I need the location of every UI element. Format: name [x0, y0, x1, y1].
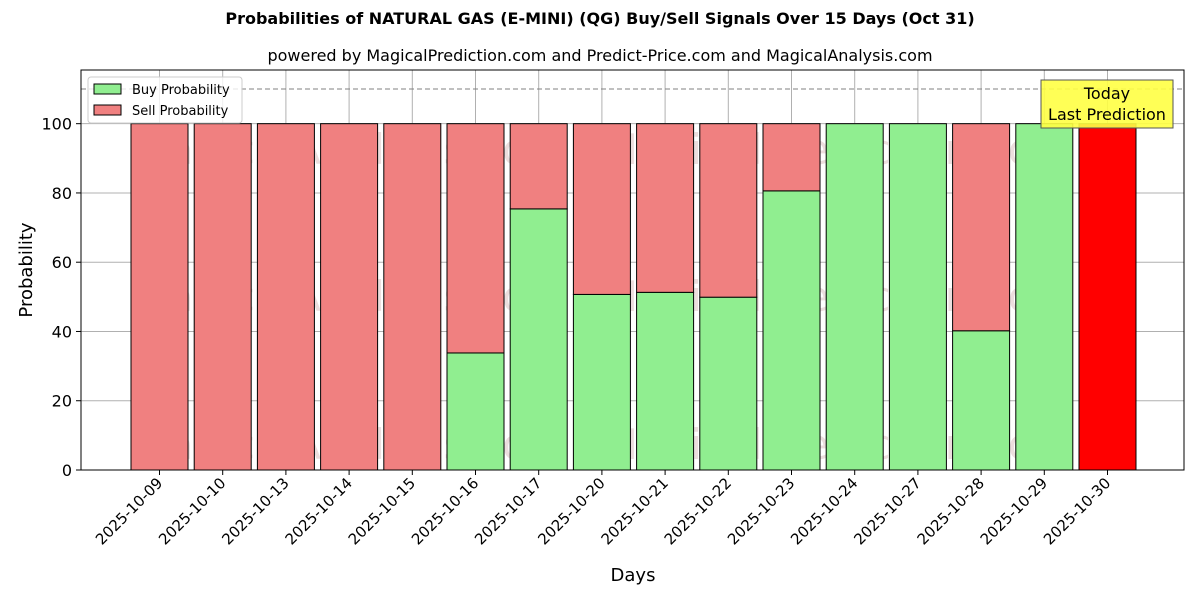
- bar-sell: [193, 123, 252, 471]
- legend-label-buy: Buy Probability: [132, 83, 230, 98]
- legend: Buy Probability Sell Probability: [87, 76, 243, 124]
- legend-box: [87, 76, 243, 124]
- x-tick-label: 2025-10-16: [408, 474, 482, 548]
- bar-buy: [572, 293, 631, 471]
- x-tick-label: 2025-10-10: [155, 474, 229, 548]
- bar-buy: [888, 123, 947, 471]
- x-tick-label: 2025-10-23: [724, 474, 798, 548]
- y-tick-label: 80: [52, 184, 72, 203]
- bar-sell: [320, 123, 379, 471]
- x-tick-label: 2025-10-14: [282, 474, 356, 548]
- bar-today: [1078, 123, 1137, 471]
- bar-buy: [636, 291, 695, 471]
- legend-label-sell: Sell Probability: [132, 104, 229, 119]
- legend-swatch-buy: [93, 83, 122, 95]
- x-tick-label: 2025-10-29: [977, 474, 1051, 548]
- x-tick-label: 2025-10-13: [218, 474, 292, 548]
- bar-sell: [130, 123, 189, 471]
- x-axis: 2025-10-092025-10-102025-10-132025-10-14…: [92, 470, 1114, 548]
- legend-swatch-sell: [93, 104, 122, 116]
- bar-sell: [383, 123, 442, 471]
- annotation-line2: Last Prediction: [1048, 105, 1166, 124]
- today-annotation: Today Last Prediction: [1040, 79, 1174, 129]
- bar-sell: [572, 123, 631, 295]
- x-tick-label: 2025-10-22: [661, 474, 735, 548]
- bar-buy: [762, 190, 821, 471]
- bar-buy: [699, 296, 758, 471]
- bar-buy: [446, 352, 505, 471]
- y-tick-label: 100: [41, 115, 72, 134]
- y-tick-label: 60: [52, 253, 72, 272]
- bar-sell: [256, 123, 315, 471]
- bar-sell: [699, 123, 758, 298]
- bar-buy: [509, 208, 568, 471]
- x-axis-label: Days: [611, 565, 656, 586]
- chart-title: Probabilities of NATURAL GAS (E-MINI) (Q…: [225, 9, 975, 28]
- x-tick-label: 2025-10-30: [1040, 474, 1114, 548]
- y-axis: 0 20 40 60 80 100: [41, 115, 81, 480]
- bars: [130, 123, 1137, 471]
- bar-buy: [825, 123, 884, 471]
- x-tick-label: 2025-10-21: [598, 474, 672, 548]
- plot-frame: [80, 69, 1185, 471]
- x-tick-label: 2025-10-28: [914, 474, 988, 548]
- x-tick-label: 2025-10-27: [850, 474, 924, 548]
- chart-subtitle: powered by MagicalPrediction.com and Pre…: [267, 46, 933, 65]
- x-tick-label: 2025-10-15: [345, 474, 419, 548]
- bar-sell: [762, 123, 821, 192]
- y-axis-label: Probability: [16, 222, 37, 317]
- y-tick-label: 0: [62, 461, 72, 480]
- bar-buy: [952, 330, 1011, 471]
- annotation-box: [1040, 79, 1174, 129]
- x-tick-label: 2025-10-24: [787, 474, 861, 548]
- x-tick-label: 2025-10-17: [471, 474, 545, 548]
- bar-sell: [446, 123, 505, 354]
- bar-sell: [636, 123, 695, 293]
- x-tick-label: 2025-10-20: [534, 474, 608, 548]
- y-tick-label: 40: [52, 322, 72, 341]
- bar-sell: [509, 123, 568, 210]
- bar-buy: [1015, 123, 1074, 471]
- bar-sell: [952, 123, 1011, 332]
- x-tick-label: 2025-10-09: [92, 474, 166, 548]
- y-tick-label: 20: [52, 392, 72, 411]
- annotation-line1: Today: [1083, 84, 1130, 103]
